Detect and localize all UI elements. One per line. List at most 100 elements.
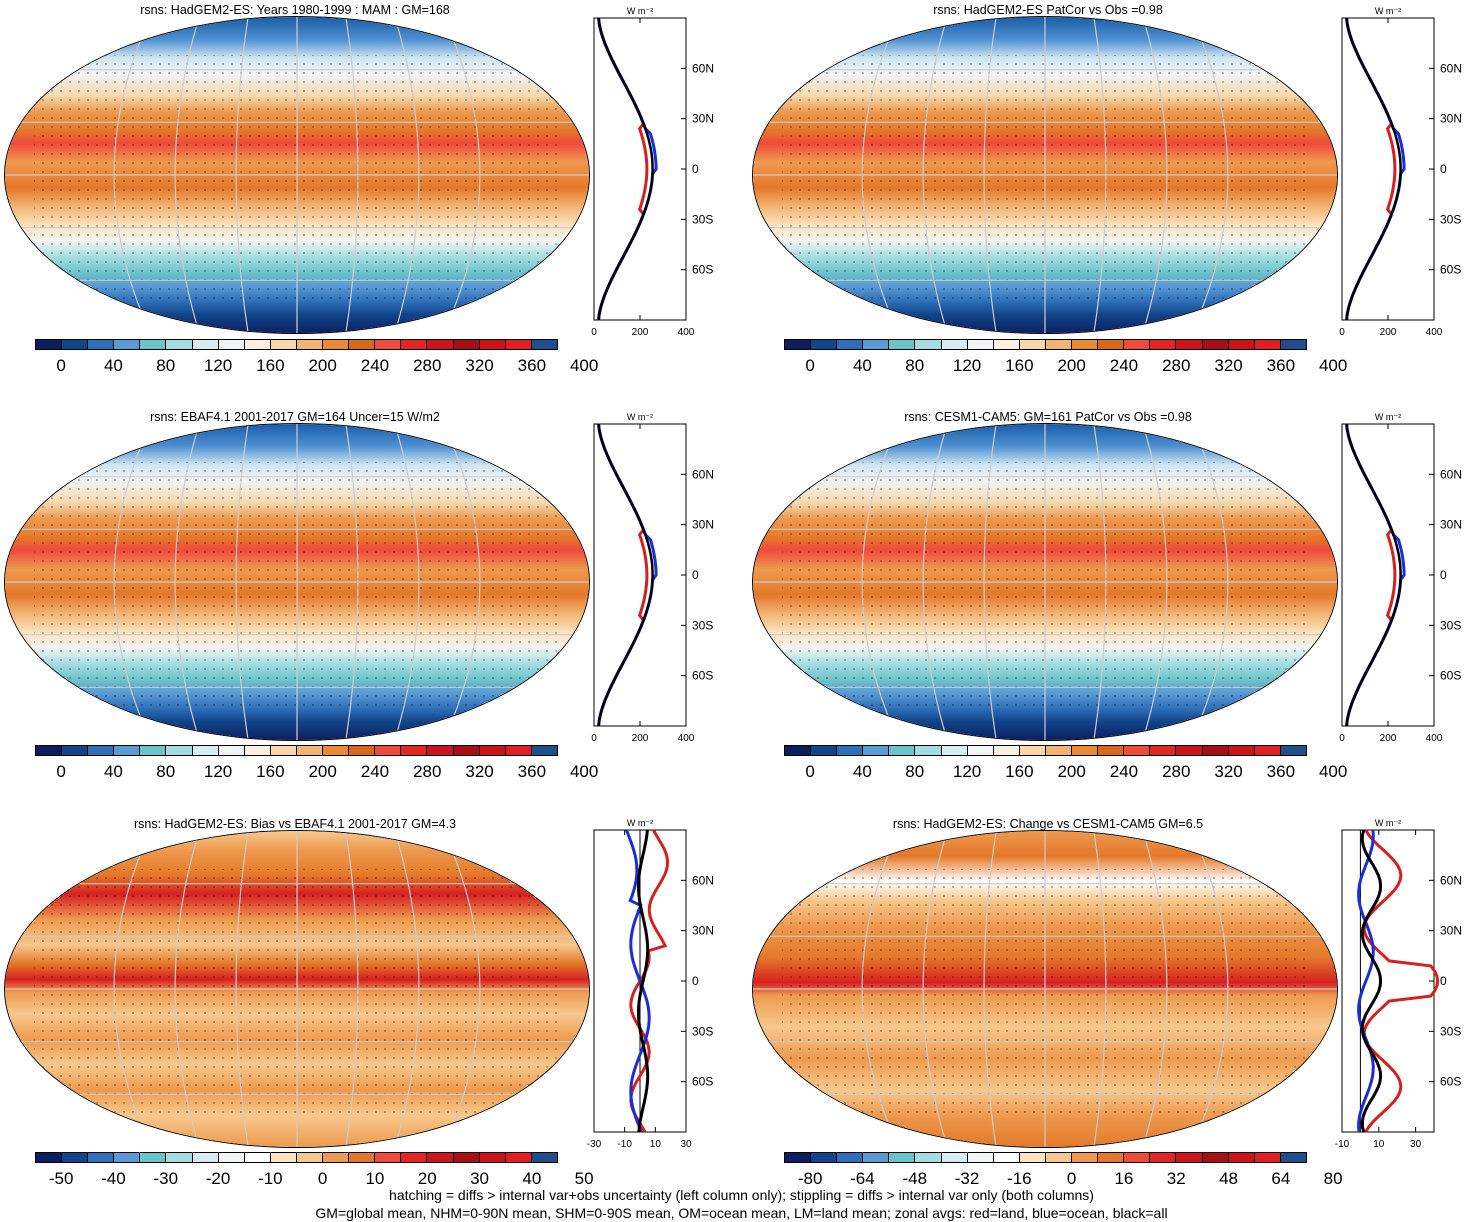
colorbar-swatch	[140, 340, 167, 349]
colorbar-tick-label: 40	[852, 356, 872, 375]
zonal-profile-1: 60N 30N 0 30S 60S W m⁻² 0 200 400	[591, 6, 714, 338]
lat-tick-label: 60N	[1440, 873, 1462, 887]
graticule-meridian	[443, 831, 481, 1147]
colorbar-swatch	[140, 1153, 167, 1162]
graticule-meridian	[1093, 17, 1107, 333]
colorbar-swatch	[811, 746, 838, 755]
colorbar-labels-1: 0 40 80 120 160 200 240 280 320 360 400	[35, 356, 598, 376]
zonal-ocean-line	[1357, 829, 1375, 1133]
panel-title-2: rsns: HadGEM2-ES PatCor vs Obs =0.98	[933, 3, 1163, 17]
zonal-land-line	[1362, 829, 1440, 1133]
lat-tick-label: 60S	[692, 669, 713, 683]
zonal-land-line	[597, 17, 649, 321]
graticule-meridian	[1191, 831, 1229, 1147]
lat-tick-label: 0	[692, 162, 699, 176]
panel-title-1: rsns: HadGEM2-ES: Years 1980-1999 : MAM …	[140, 3, 450, 17]
zonal-profile-2: 60N 30N 0 30S 60S W m⁻² 0 200 400	[1339, 6, 1462, 338]
lat-tick-label: 30N	[1440, 518, 1462, 532]
colorbar-swatch	[192, 746, 219, 755]
colorbar-tick-label: 64	[1271, 1169, 1291, 1188]
colorbar-swatch	[296, 340, 324, 349]
colorbar-tick-label: -64	[850, 1169, 875, 1188]
colorbar-tick-label: -20	[205, 1169, 231, 1188]
colorbar-swatch	[401, 746, 428, 755]
colorbar-tick-label: 80	[905, 762, 925, 781]
colorbar-swatch	[62, 1153, 89, 1162]
lat-tick-label: 60S	[1440, 669, 1461, 683]
graticule-meridian	[174, 17, 200, 333]
colorbar-swatch	[1019, 340, 1046, 349]
colorbar-swatch	[837, 746, 864, 755]
graticule-meridian	[394, 424, 420, 740]
zonal-land-line	[597, 423, 649, 727]
profile-unit: W m⁻²	[627, 6, 653, 16]
colorbar-swatch	[62, 340, 89, 349]
colorbar-tick-label: 80	[156, 762, 176, 781]
lat-tick-label: 0	[692, 974, 699, 988]
lat-tick-label: 30S	[1440, 212, 1461, 226]
lat-tick-label: 30N	[1440, 924, 1462, 938]
colorbar-tick-label: 320	[1214, 356, 1243, 375]
colorbar-swatch	[427, 746, 454, 755]
colorbar-swatch	[140, 746, 167, 755]
map-panel-6	[752, 830, 1338, 1148]
profile-x-tick-label: 200	[632, 733, 649, 744]
lat-tick-label: 60N	[1440, 61, 1462, 75]
profile-frame	[1341, 423, 1435, 727]
lat-tick-label: 0	[1440, 162, 1447, 176]
colorbar-swatch	[88, 340, 115, 349]
zonal-land-line	[1345, 423, 1397, 727]
graticule-meridian	[861, 831, 899, 1147]
colorbar-1	[35, 339, 558, 350]
colorbar-swatch	[1072, 746, 1099, 755]
colorbar-swatch	[62, 746, 89, 755]
colorbar-swatch	[1150, 340, 1177, 349]
profile-x-tick-label: 200	[632, 327, 649, 338]
colorbar-3	[35, 745, 558, 756]
colorbar-swatch	[1072, 1153, 1099, 1162]
colorbar-swatch	[401, 340, 428, 349]
colorbar-swatch	[218, 1153, 245, 1162]
zonal-all-line	[636, 829, 650, 1133]
colorbar-swatch	[915, 746, 942, 755]
colorbar-swatch	[505, 1153, 532, 1162]
colorbar-swatch	[1072, 340, 1099, 349]
colorbar-swatch	[863, 746, 890, 755]
lat-tick-label: 60S	[692, 1075, 713, 1089]
profile-unit: W m⁻²	[1375, 6, 1401, 16]
graticule-meridian	[235, 831, 249, 1147]
graticule-meridian	[861, 424, 899, 740]
colorbar-tick-label: 80	[156, 356, 176, 375]
colorbar-swatch	[244, 746, 271, 755]
profile-x-tick-label: 400	[1426, 327, 1443, 338]
colorbar-tick-label: -32	[954, 1169, 980, 1188]
colorbar-swatch	[1150, 746, 1177, 755]
colorbar-swatch	[375, 1153, 402, 1162]
colorbar-tick-label: 160	[1005, 356, 1034, 375]
colorbar-swatch	[166, 340, 193, 349]
colorbar-swatch	[401, 1153, 428, 1162]
colorbar-tick-label: 280	[413, 762, 442, 781]
colorbar-swatch	[270, 746, 297, 755]
graticule-meridian	[113, 424, 151, 740]
colorbar-swatch	[1098, 1153, 1125, 1162]
graticule-meridian	[174, 831, 200, 1147]
lat-tick-label: 60N	[692, 873, 714, 887]
colorbar-tick-label: 240	[360, 356, 390, 375]
colorbar-swatch	[941, 1153, 968, 1162]
colorbar-swatch	[1280, 746, 1306, 755]
colorbar-tick-label: -40	[101, 1169, 126, 1188]
profile-x-tick-label: 0	[1339, 733, 1345, 744]
graticule-meridian	[983, 831, 997, 1147]
colorbar-swatch	[218, 746, 245, 755]
lat-tick-label: 30S	[692, 618, 713, 632]
colorbar-tick-label: 400	[1318, 356, 1348, 375]
colorbar-swatch	[1280, 340, 1306, 349]
profile-x-tick-label: 0	[591, 733, 597, 744]
colorbar-swatch	[1124, 746, 1151, 755]
colorbar-tick-label: 32	[1166, 1169, 1186, 1188]
colorbar-swatch	[1124, 1153, 1151, 1162]
colorbar-tick-label: 320	[1214, 762, 1243, 781]
graticule-meridian	[922, 424, 948, 740]
colorbar-swatch	[1045, 1153, 1073, 1162]
